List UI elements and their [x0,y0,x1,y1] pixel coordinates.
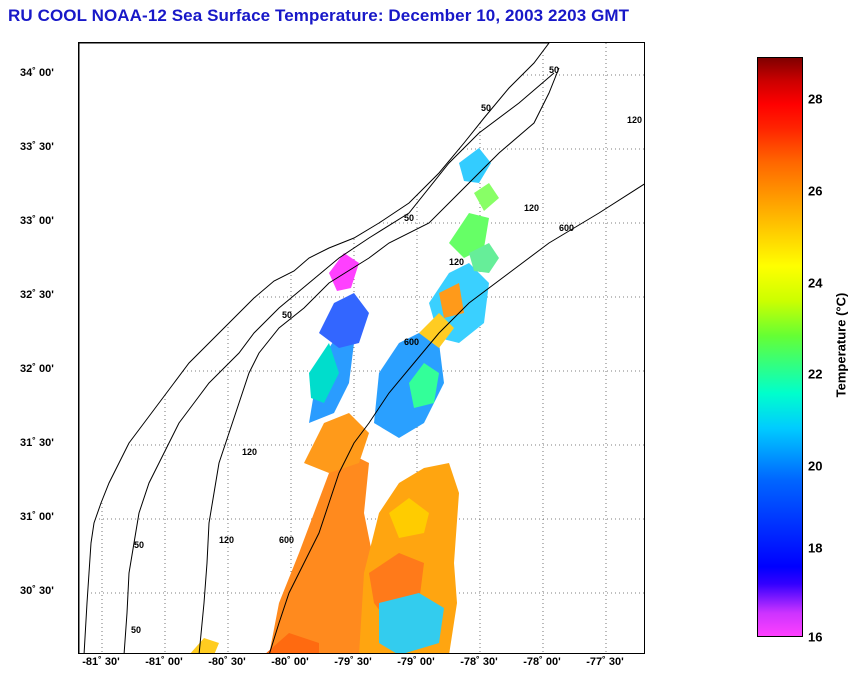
lat-label: 33˚ 30' [20,141,54,153]
coastline [79,43,550,653]
colorbar-label: Temperature (°C) [833,292,849,398]
sst-data [190,148,499,653]
colorbar-tick: 28 [808,91,823,107]
contour-label: 50 [282,310,292,320]
contour-label: 120 [627,115,642,125]
sst-map[interactable]: 50 50 50 50 120 120 120 120 120 600 600 … [78,42,645,654]
lat-label: 30˚ 30' [20,585,54,597]
contour-label: 50 [549,65,559,75]
lon-label: -79˚ 30' [334,656,372,668]
contour-label: 600 [279,535,294,545]
contour-label: 120 [219,535,234,545]
sst-map-canvas: 50 50 50 50 120 120 120 120 120 600 600 … [79,43,644,653]
contour-label: 600 [559,223,574,233]
temperature-colorbar [757,57,803,637]
lat-label: 34˚ 00' [20,67,54,79]
contour-label: 50 [134,540,144,550]
lat-label: 32˚ 30' [20,289,54,301]
lat-label: 33˚ 00' [20,215,54,227]
lon-label: -80˚ 00' [271,656,309,668]
colorbar-tick: 22 [808,366,823,382]
lon-label: -77˚ 30' [586,656,624,668]
lon-label: -78˚ 00' [523,656,561,668]
lat-label: 32˚ 00' [20,363,54,375]
lon-label: -78˚ 30' [460,656,498,668]
contour-label: 120 [449,257,464,267]
lat-label: 31˚ 00' [20,511,54,523]
contour-label: 120 [242,447,257,457]
colorbar-tick: 26 [808,183,823,199]
bathymetry-contours [123,67,644,653]
contour-label: 50 [131,625,141,635]
colorbar-tick: 18 [808,540,823,556]
colorbar-tick: 24 [808,275,823,291]
contour-label: 50 [404,213,414,223]
lon-label: -81˚ 00' [145,656,183,668]
contour-label: 120 [524,203,539,213]
lon-label: -80˚ 30' [208,656,246,668]
lon-label: -79˚ 00' [397,656,435,668]
colorbar-tick: 20 [808,458,823,474]
colorbar-tick: 16 [808,629,823,645]
lat-label: 31˚ 30' [20,437,54,449]
contour-label: 600 [404,337,419,347]
lon-label: -81˚ 30' [82,656,120,668]
map-title: RU COOL NOAA-12 Sea Surface Temperature:… [8,6,630,25]
contour-label: 50 [481,103,491,113]
